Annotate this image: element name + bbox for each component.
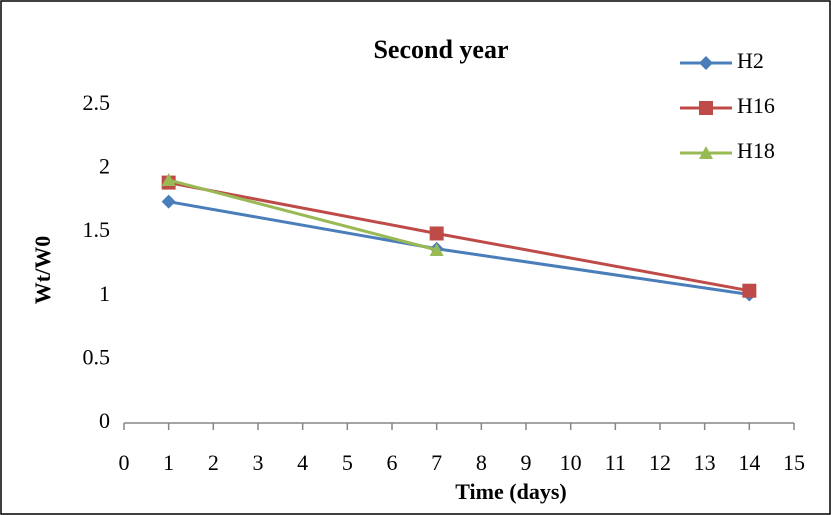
legend-marker [699,101,713,115]
data-point [161,194,176,209]
y-tick-label: 1.5 [83,217,111,242]
y-axis-label: Wt/W0 [30,236,55,304]
x-tick-label: 8 [476,450,487,475]
chart-title: Second year [373,35,508,64]
x-tick-label: 15 [783,450,805,475]
x-tick-label: 10 [560,450,582,475]
data-point [429,243,444,257]
x-tick-label: 9 [521,450,532,475]
legend-label: H16 [737,93,775,118]
x-tick-label: 0 [119,450,130,475]
legend-label: H18 [737,138,775,163]
x-tick-label: 13 [694,450,716,475]
data-point [429,226,444,241]
data-point [742,283,757,298]
x-tick-label: 2 [208,450,219,475]
x-axis-label: Time (days) [455,479,566,504]
y-tick-label: 0 [99,408,110,433]
x-tick-label: 12 [649,450,671,475]
x-tick-label: 1 [163,450,174,475]
x-tick-label: 5 [342,450,353,475]
y-tick-label: 2 [99,154,110,179]
y-tick-label: 1 [99,281,110,306]
data-point [161,173,176,187]
legend-marker [699,56,713,70]
x-tick-label: 7 [431,450,442,475]
x-tick-label: 14 [738,450,760,475]
x-tick-label: 11 [605,450,626,475]
legend-label: H2 [737,48,764,73]
x-tick-label: 3 [253,450,264,475]
x-tick-label: 4 [297,450,308,475]
legend-marker [699,146,713,159]
x-tick-label: 6 [387,450,398,475]
y-tick-label: 0.5 [83,344,111,369]
series-line [168,178,438,252]
y-tick-label: 2.5 [83,90,111,115]
